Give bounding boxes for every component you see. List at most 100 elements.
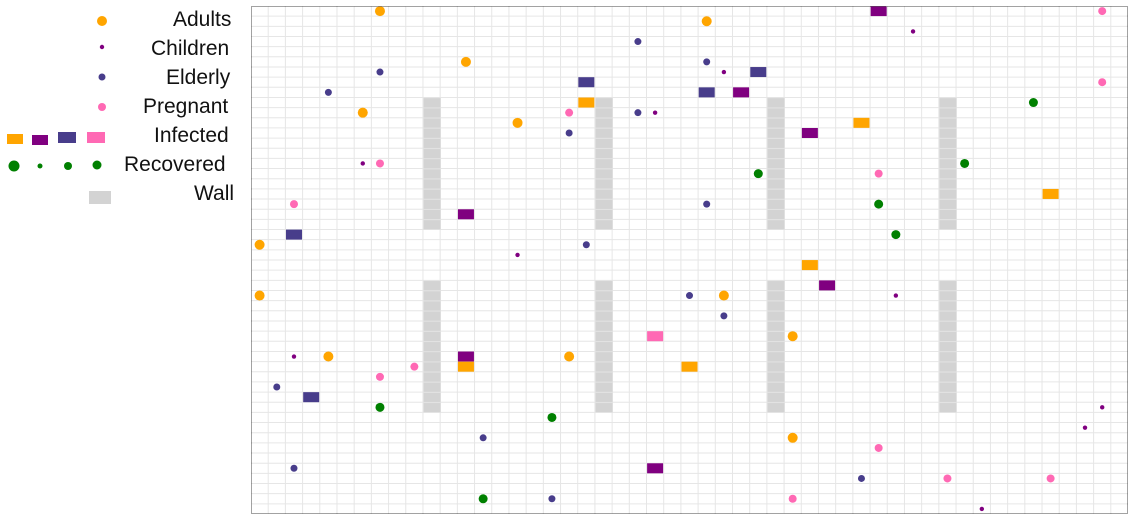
adults-agent xyxy=(254,290,265,301)
elderly-agent xyxy=(565,129,573,137)
wall-cell xyxy=(939,331,957,342)
wall-cell xyxy=(595,189,613,200)
wall-cell xyxy=(767,107,785,119)
wall-cell xyxy=(767,97,785,108)
elderly-agent xyxy=(634,38,642,46)
adults-agent xyxy=(357,107,368,118)
wall-cell xyxy=(939,341,957,352)
infected-children-agent xyxy=(819,280,836,291)
wall-cell xyxy=(939,321,957,332)
children-agent xyxy=(1082,425,1088,430)
wall-cell xyxy=(595,341,613,352)
children-agent xyxy=(721,69,727,75)
wall-cell xyxy=(767,392,785,403)
elderly-agent xyxy=(582,241,590,249)
legend-children-marker xyxy=(99,44,105,50)
wall-cell xyxy=(595,97,613,108)
wall-cell xyxy=(939,371,957,383)
wall-cell xyxy=(423,199,441,210)
wall-cell xyxy=(939,97,957,108)
adults-agent xyxy=(254,239,265,250)
infected-children-agent xyxy=(647,463,664,474)
wall-cell xyxy=(767,290,785,301)
wall-cell xyxy=(767,117,785,129)
wall-cell xyxy=(423,178,441,190)
infected-adults-agent xyxy=(578,97,595,108)
pregnant-agent xyxy=(410,362,419,371)
pregnant-agent xyxy=(943,474,952,483)
wall-cell xyxy=(767,148,785,159)
wall-cell xyxy=(423,148,441,159)
adults-agent xyxy=(323,351,334,362)
wall-cell xyxy=(767,280,785,291)
wall-cell xyxy=(423,168,441,180)
wall-cell xyxy=(767,331,785,342)
infected-elderly-agent xyxy=(303,392,320,403)
grid-border xyxy=(251,6,1128,514)
infected-adults-agent xyxy=(1042,188,1059,199)
wall-cell xyxy=(595,138,613,149)
walls xyxy=(423,97,957,413)
wall-cell xyxy=(595,361,613,373)
infected-elderly-agent xyxy=(285,229,302,240)
wall-cell xyxy=(939,168,957,180)
elderly-agent xyxy=(273,383,281,391)
wall-cell xyxy=(423,128,441,139)
infected-elderly-agent xyxy=(578,77,595,88)
children-agent xyxy=(291,354,297,359)
pregnant-agent xyxy=(874,169,883,178)
agents xyxy=(254,6,1107,512)
legend-label-recovered: Recovered xyxy=(124,153,226,176)
wall-cell xyxy=(595,117,613,129)
adults-agent xyxy=(512,117,523,128)
wall-cell xyxy=(423,341,441,352)
elderly-agent xyxy=(290,464,298,472)
pregnant-agent xyxy=(375,372,384,381)
recovered-agent xyxy=(960,158,970,168)
legend-recovered-children-marker xyxy=(37,163,43,169)
wall-cell xyxy=(423,158,441,169)
wall-cell xyxy=(767,300,785,312)
elderly-agent xyxy=(634,109,642,117)
legend-recovered-elderly-marker xyxy=(64,162,72,170)
elderly-agent xyxy=(720,312,728,320)
wall-cell xyxy=(595,128,613,139)
wall-cell xyxy=(767,321,785,332)
wall-cell xyxy=(595,331,613,342)
wall-cell xyxy=(423,97,441,108)
wall-cell xyxy=(423,392,441,403)
wall-cell xyxy=(767,382,785,393)
legend-label-wall: Wall xyxy=(194,182,235,205)
pregnant-agent xyxy=(565,108,574,117)
recovered-agent xyxy=(478,494,488,504)
legend-infected-children-marker xyxy=(32,135,48,145)
wall-cell xyxy=(423,189,441,200)
wall-cell xyxy=(767,128,785,139)
wall-cell xyxy=(939,209,957,220)
adults-agent xyxy=(787,331,798,342)
children-agent xyxy=(1100,405,1105,410)
wall-cell xyxy=(767,341,785,352)
wall-cell xyxy=(939,290,957,301)
wall-cell xyxy=(595,321,613,332)
wall-cell xyxy=(595,310,613,322)
wall-cell xyxy=(423,371,441,383)
adults-agent xyxy=(460,56,471,67)
legend-infected-elderly-marker xyxy=(58,132,76,143)
legend-elderly-marker xyxy=(98,73,106,81)
legend-recovered-pregnant-marker xyxy=(92,160,102,170)
wall-cell xyxy=(767,310,785,322)
wall-cell xyxy=(939,310,957,322)
infected-elderly-agent xyxy=(750,67,767,78)
wall-cell xyxy=(767,199,785,210)
legend-adults-marker xyxy=(97,16,107,26)
wall-cell xyxy=(595,371,613,383)
recovered-agent xyxy=(874,199,884,209)
wall-cell xyxy=(595,148,613,159)
wall-cell xyxy=(939,392,957,403)
legend-label-elderly: Elderly xyxy=(166,66,231,89)
infected-adults-agent xyxy=(801,260,818,271)
pregnant-agent xyxy=(788,494,797,503)
pregnant-agent xyxy=(1098,78,1107,87)
infected-children-agent xyxy=(457,209,474,220)
